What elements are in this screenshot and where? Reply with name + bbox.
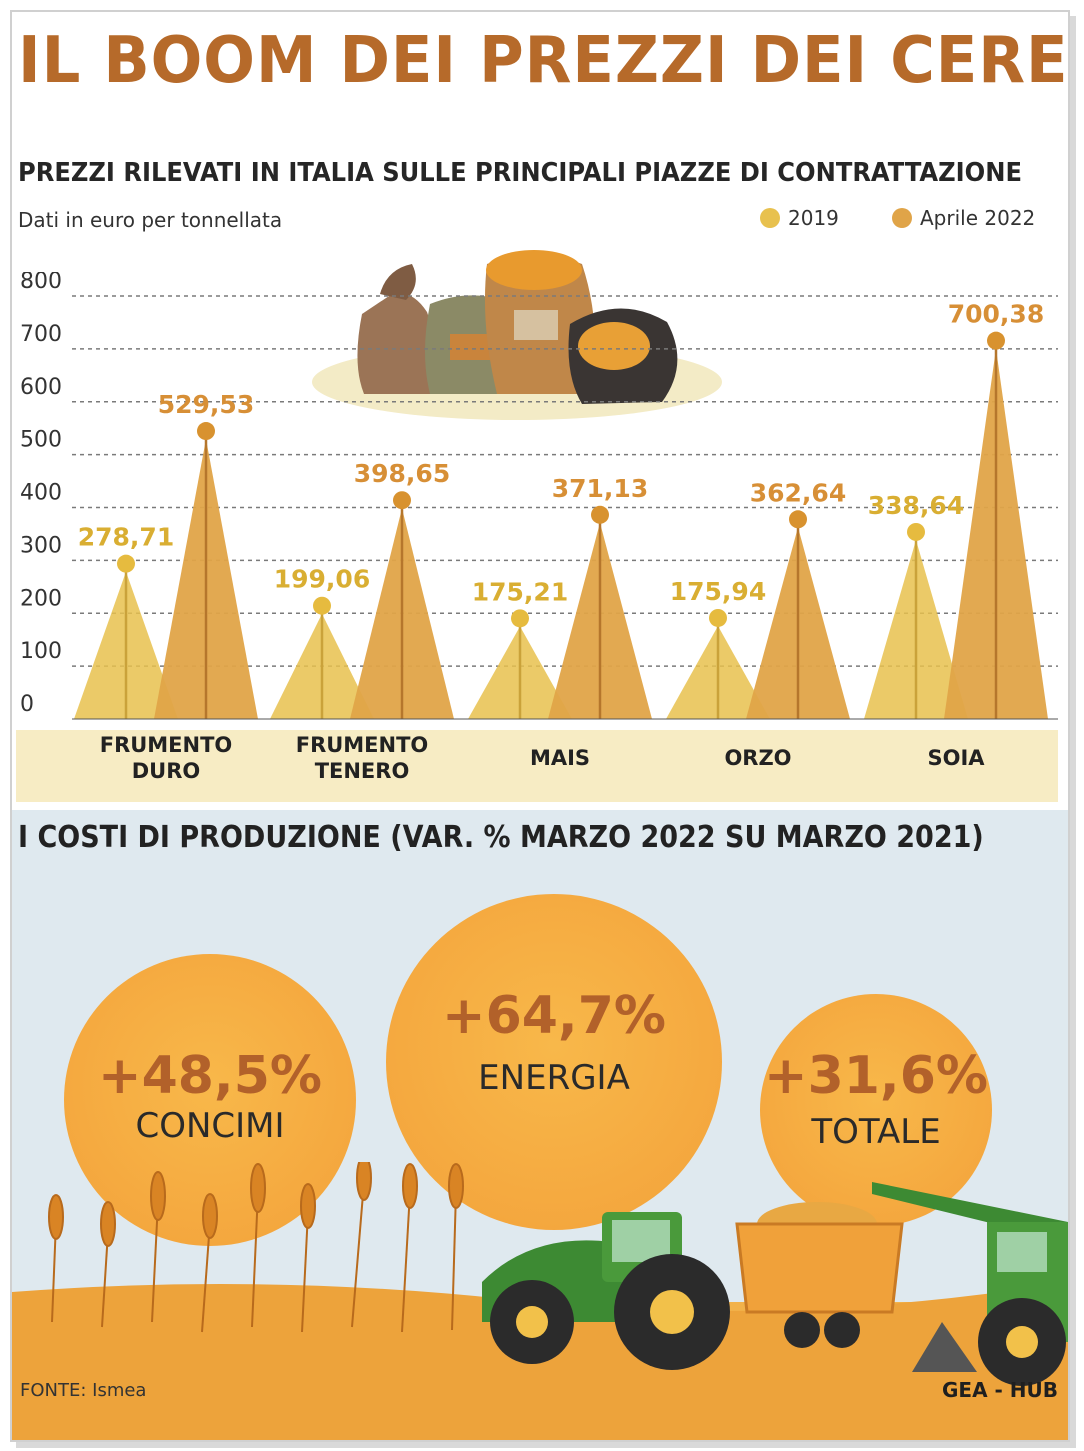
- y-tick-label: 0: [20, 692, 34, 717]
- cost-value: +64,7%: [442, 986, 666, 1046]
- cost-label: ENERGIA: [478, 1058, 630, 1098]
- wheat-field-icon: [48, 1162, 464, 1333]
- y-tick-label: 500: [20, 428, 62, 453]
- infographic: IL BOOM DEI PREZZI DEI CEREALI PREZZI RI…: [10, 10, 1070, 1442]
- y-tick-label: 600: [20, 375, 62, 400]
- data-label: 371,13: [552, 474, 648, 503]
- legend-item-2022: Aprile 2022: [892, 206, 1035, 230]
- data-label: 175,21: [472, 577, 568, 606]
- cost-value: +48,5%: [98, 1046, 322, 1106]
- data-label: 199,06: [274, 565, 370, 594]
- data-point: [789, 510, 807, 529]
- data-label: 175,94: [670, 577, 766, 606]
- x-tick-label: MAIS: [529, 746, 591, 770]
- combine-harvester-icon: [872, 1182, 1068, 1386]
- data-label: 700,38: [948, 300, 1044, 329]
- x-tick-label: ORZO: [724, 746, 792, 770]
- data-point: [117, 554, 135, 573]
- data-point: [987, 331, 1005, 350]
- tractor-icon: [482, 1212, 730, 1370]
- x-axis-band: [16, 730, 1058, 802]
- data-point: [511, 609, 529, 628]
- cost-bubble-energia: [386, 894, 722, 1230]
- chart-unit: Dati in euro per tonnellata: [18, 208, 283, 232]
- data-point: [393, 491, 411, 510]
- y-tick-label: 100: [20, 639, 62, 664]
- data-point: [907, 522, 925, 541]
- data-label: 338,64: [868, 491, 964, 520]
- costs-title: I COSTI DI PRODUZIONE (VAR. % MARZO 2022…: [18, 820, 984, 855]
- data-label: 362,64: [750, 478, 846, 507]
- y-tick-label: 300: [20, 533, 62, 558]
- y-tick-label: 700: [20, 322, 62, 347]
- farm-scene: [12, 1162, 1068, 1440]
- data-point: [197, 422, 215, 441]
- brand-logo: GEA - HUB: [941, 1378, 1058, 1402]
- legend-dot-2022: [892, 208, 912, 228]
- data-label: 529,53: [158, 390, 254, 419]
- cost-label: TOTALE: [811, 1112, 941, 1152]
- cost-value: +31,6%: [764, 1046, 988, 1106]
- y-tick-label: 200: [20, 586, 62, 611]
- data-point: [591, 505, 609, 524]
- trailer-icon: [735, 1202, 904, 1348]
- data-point: [709, 608, 727, 627]
- price-chart: 0 100 200 300 400 500 600 700 800 278,71 199,06 175…: [20, 272, 1058, 720]
- legend-label-2019: 2019: [788, 206, 839, 230]
- data-label: 398,65: [354, 459, 450, 488]
- page-title: IL BOOM DEI PREZZI DEI CEREALI: [18, 24, 1070, 98]
- legend-dot-2019: [760, 208, 780, 228]
- cost-label: CONCIMI: [135, 1106, 285, 1146]
- x-tick-label: SOIA: [927, 746, 985, 770]
- legend-item-2019: 2019: [760, 206, 839, 230]
- data-label: 278,71: [78, 523, 174, 552]
- x-tick-label: FRUMENTO TENERO: [295, 733, 429, 783]
- grain-sacks-icon: [312, 250, 722, 420]
- y-tick-label: 400: [20, 481, 62, 506]
- legend-label-2022: Aprile 2022: [920, 206, 1036, 230]
- y-tick-label: 800: [20, 272, 62, 294]
- x-tick-label: FRUMENTO DURO: [99, 733, 233, 783]
- data-point: [313, 596, 331, 615]
- chart-title: PREZZI RILEVATI IN ITALIA SULLE PRINCIPA…: [18, 158, 1022, 188]
- source-note: FONTE: Ismea: [20, 1380, 147, 1401]
